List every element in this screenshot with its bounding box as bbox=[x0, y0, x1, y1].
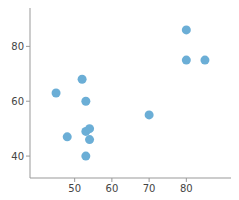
y-tick-label: 80 bbox=[11, 41, 24, 52]
point bbox=[145, 110, 154, 119]
chart-container: 50 60 70 80 40 60 80 bbox=[0, 0, 239, 200]
y-tick bbox=[26, 156, 30, 157]
point bbox=[81, 97, 90, 106]
y-tick bbox=[26, 101, 30, 102]
x-tick bbox=[74, 178, 75, 182]
point bbox=[78, 75, 87, 84]
x-tick-label: 50 bbox=[68, 183, 81, 194]
y-tick-label: 60 bbox=[11, 96, 24, 107]
point bbox=[182, 25, 191, 34]
point bbox=[52, 89, 61, 98]
point bbox=[182, 56, 191, 65]
point bbox=[63, 132, 72, 141]
point bbox=[200, 56, 209, 65]
points bbox=[52, 25, 210, 160]
y-tick-label: 40 bbox=[11, 151, 24, 162]
point bbox=[85, 135, 94, 144]
x-tick bbox=[186, 178, 187, 182]
x-tick-label: 60 bbox=[106, 183, 119, 194]
y-tick bbox=[26, 46, 30, 47]
x-tick bbox=[149, 178, 150, 182]
point bbox=[81, 152, 90, 161]
chart: 50 60 70 80 40 60 80 bbox=[0, 0, 239, 200]
point bbox=[85, 124, 94, 133]
x-tick-label: 70 bbox=[143, 183, 156, 194]
x-tick bbox=[111, 178, 112, 182]
x-axis-line bbox=[30, 178, 231, 179]
y-axis-line bbox=[30, 8, 31, 178]
x-tick-label: 80 bbox=[180, 183, 193, 194]
